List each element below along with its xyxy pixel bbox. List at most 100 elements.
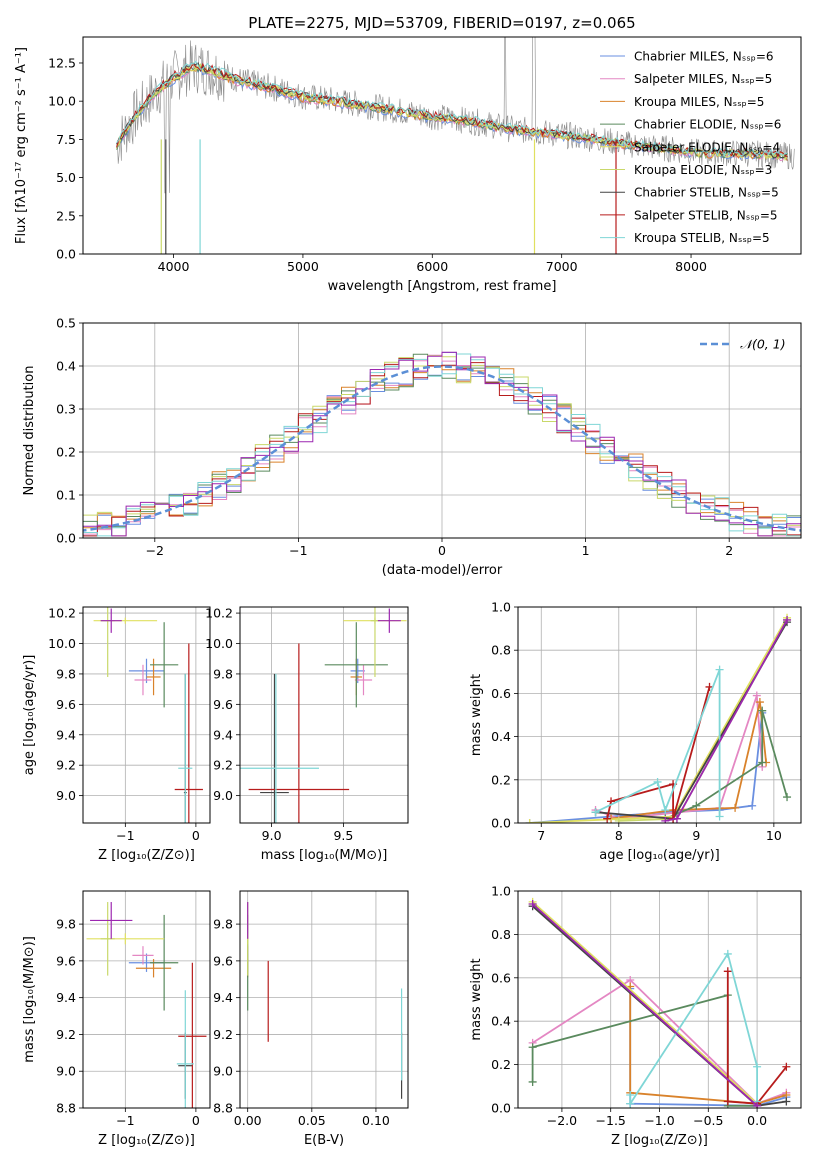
y-tick-label: 9.8 bbox=[213, 666, 233, 681]
y-tick-label: 1.0 bbox=[491, 884, 511, 899]
legend-label: Kroupa ELODIE, Nₛₛₚ=3 bbox=[634, 163, 772, 177]
model-spectrum-7 bbox=[116, 62, 788, 158]
y-tick-label: 10.2 bbox=[205, 606, 233, 621]
y-tick-label: 10.0 bbox=[205, 636, 233, 651]
y-tick-label: 8.8 bbox=[213, 1101, 233, 1116]
y-tick-label: 0.5 bbox=[56, 316, 76, 331]
legend-label: Chabrier MILES, Nₛₛₚ=6 bbox=[634, 50, 774, 64]
series-marker bbox=[755, 698, 764, 707]
y-tick-label: 9.4 bbox=[56, 727, 76, 742]
series-marker bbox=[715, 812, 724, 821]
y-tick-label: 9.2 bbox=[56, 758, 76, 773]
y-tick-label: 9.6 bbox=[56, 953, 76, 968]
errorbar-point bbox=[128, 658, 165, 684]
series-marker bbox=[672, 814, 681, 823]
y-tick-label: 9.2 bbox=[56, 1027, 76, 1042]
y-tick-label: 0.2 bbox=[491, 772, 511, 787]
model-spectrum-5 bbox=[116, 62, 788, 160]
y-tick-label: 9.2 bbox=[213, 1027, 233, 1042]
x-tick-label: −1 bbox=[116, 1113, 134, 1128]
x-tick-label: 9.5 bbox=[333, 828, 353, 843]
figure-title: PLATE=2275, MJD=53709, FIBERID=0197, z=0… bbox=[248, 14, 635, 32]
panel-2: −1 0 9.0 9.2 9.4 9.6 9.8 10.0 10.2 Z [log₁₀(Z/Z⊙)… bbox=[22, 606, 211, 863]
errorbar-point bbox=[135, 959, 172, 978]
series-marker bbox=[783, 615, 792, 624]
y-tick-label: 9.0 bbox=[213, 1064, 233, 1079]
x-axis-label: (data-model)/error bbox=[382, 563, 503, 578]
series-marker bbox=[748, 801, 757, 810]
legend-label: Chabrier ELODIE, Nₛₛₚ=6 bbox=[634, 118, 781, 132]
legend-label: Salpeter STELIB, Nₛₛₚ=5 bbox=[634, 208, 778, 222]
y-tick-label: 2.5 bbox=[56, 208, 76, 223]
x-tick-label: 0 bbox=[438, 543, 446, 558]
errorbar-point bbox=[354, 664, 373, 696]
x-tick-label: −1.0 bbox=[644, 1113, 674, 1128]
series-marker bbox=[731, 803, 740, 812]
panel-7: −2.0 −1.5 −1.0 −0.5 0.0 0.0 0.2 0.4 0.6 0.8 1.0 Z [… bbox=[469, 884, 802, 1148]
plot-area bbox=[116, 37, 795, 254]
x-tick-label: −2.0 bbox=[547, 1113, 577, 1128]
errorbar-point bbox=[377, 608, 401, 633]
series-marker bbox=[752, 691, 761, 700]
x-tick-label: 1 bbox=[582, 543, 590, 558]
series-marker bbox=[782, 1097, 791, 1106]
y-tick-label: 10.2 bbox=[48, 606, 76, 621]
errorbar-point bbox=[100, 608, 122, 633]
panel-6: 0.00 0.05 0.10 8.8 9.0 9.2 9.4 9.6 9.8 E(B-V) bbox=[213, 890, 409, 1148]
axes-frame bbox=[82, 890, 211, 1109]
y-tick-label: 10.0 bbox=[48, 94, 76, 109]
errorbar-point bbox=[260, 673, 289, 823]
panels: 4000 5000 6000 7000 80000.02.55.07.510.012.5… bbox=[14, 36, 802, 1148]
x-tick-label: −0.5 bbox=[693, 1113, 723, 1128]
series-line-9 bbox=[531, 903, 758, 1107]
series-marker bbox=[723, 1097, 732, 1106]
x-tick-label: −1.5 bbox=[596, 1113, 626, 1128]
axes-frame bbox=[239, 890, 409, 1109]
y-tick-label: 9.2 bbox=[213, 758, 233, 773]
errorbar-point bbox=[86, 933, 165, 945]
x-tick-label: 9.0 bbox=[262, 828, 282, 843]
panel-3: 9.0 9.5 9.0 9.2 9.4 9.6 9.8 10.0 10.2 mass [log₁₀… bbox=[205, 606, 409, 863]
y-tick-label: 0.2 bbox=[56, 445, 76, 460]
errorbar-point bbox=[350, 658, 365, 684]
model-spectrum-3 bbox=[116, 64, 788, 160]
errorbar-point bbox=[178, 962, 207, 1108]
x-tick-label: 6000 bbox=[416, 259, 448, 274]
axes-frame bbox=[82, 606, 211, 824]
series-line-7 bbox=[726, 971, 788, 1105]
axes-frame bbox=[517, 606, 802, 824]
plot-area bbox=[525, 613, 792, 823]
x-axis-label: wavelength [Angstrom, rest frame] bbox=[328, 279, 557, 294]
x-tick-label: 0 bbox=[192, 1113, 200, 1128]
x-tick-label: −1 bbox=[289, 543, 307, 558]
y-tick-label: 0.4 bbox=[491, 729, 511, 744]
series-marker bbox=[528, 1077, 537, 1086]
y-tick-label: 9.4 bbox=[213, 727, 233, 742]
legend-label: Salpeter MILES, Nₛₛₚ=5 bbox=[634, 72, 772, 86]
legend-label: Kroupa MILES, Nₛₛₚ=5 bbox=[634, 95, 764, 109]
series-marker bbox=[528, 900, 537, 909]
x-axis-label: age [log₁₀(age/yr)] bbox=[599, 848, 720, 863]
x-axis-label: Z [log₁₀(Z/Z⊙)] bbox=[611, 1133, 708, 1148]
errorbar-point bbox=[90, 902, 133, 939]
series-marker bbox=[753, 1101, 762, 1108]
errorbar-point bbox=[324, 622, 388, 708]
x-tick-label: 0.00 bbox=[234, 1113, 262, 1128]
series-marker bbox=[783, 793, 792, 802]
series-marker bbox=[723, 967, 732, 976]
y-tick-label: 9.4 bbox=[56, 990, 76, 1005]
series-marker bbox=[661, 806, 670, 815]
y-tick-label: 9.8 bbox=[213, 917, 233, 932]
plot-area bbox=[247, 902, 403, 1099]
y-tick-label: 9.0 bbox=[56, 788, 76, 803]
model-spectrum-2 bbox=[116, 65, 788, 161]
plot-area bbox=[240, 607, 407, 823]
series-line-1 bbox=[532, 978, 787, 1105]
y-tick-label: 9.6 bbox=[213, 953, 233, 968]
series-marker bbox=[692, 801, 701, 810]
plot-area bbox=[86, 902, 207, 1108]
errorbar-point bbox=[150, 914, 179, 1011]
series-marker bbox=[525, 819, 534, 823]
series-marker bbox=[753, 1062, 762, 1071]
y-tick-label: 9.6 bbox=[56, 697, 76, 712]
